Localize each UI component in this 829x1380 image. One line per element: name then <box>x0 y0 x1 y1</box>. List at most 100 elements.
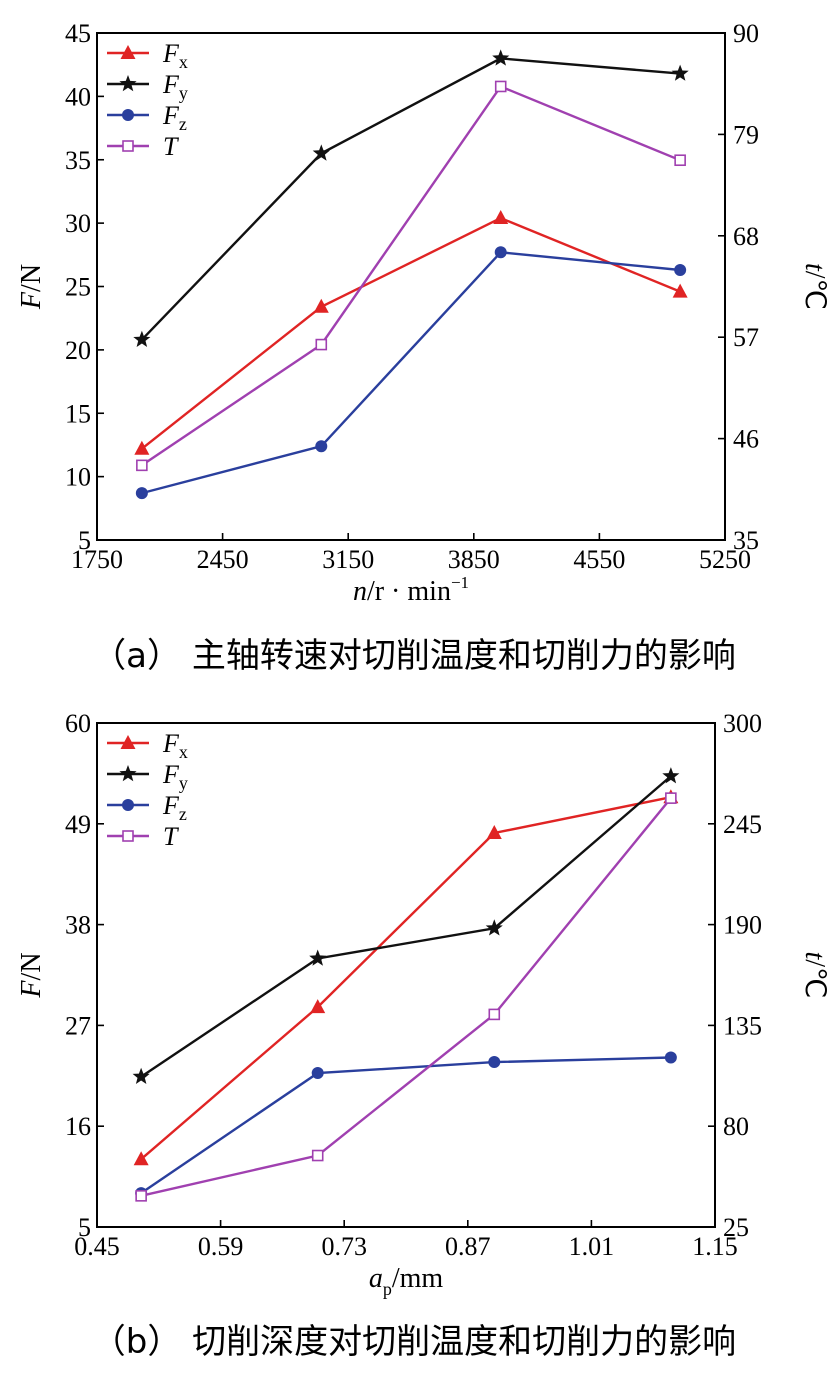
data-point <box>135 487 148 500</box>
legend-marker <box>119 75 137 92</box>
x-tick-label: 5250 <box>699 545 751 574</box>
data-point <box>136 459 148 472</box>
y-right-tick-label: 245 <box>723 810 762 839</box>
y-left-tick-label: 49 <box>65 810 91 839</box>
y-right-tick-label: 25 <box>723 1213 749 1242</box>
data-point <box>494 80 507 93</box>
plot-frame <box>96 722 716 1228</box>
series-fx <box>134 210 688 455</box>
chart-panel-a: 1750 2450 3150 3850 4550 5250 5 10 15 20 25 30 35 40 4… <box>16 19 829 676</box>
x-tick-label: 3150 <box>322 545 374 574</box>
data-point <box>315 338 328 351</box>
data-point <box>674 264 687 277</box>
x-tick-label: 0.73 <box>321 1232 367 1261</box>
data-point <box>315 440 328 453</box>
x-tick-label: 4550 <box>573 545 625 574</box>
y-left-tick-label: 35 <box>65 146 91 175</box>
y-left-axis-label: F/N <box>16 264 47 310</box>
y-left-tick-label: 25 <box>65 273 91 302</box>
data-point <box>311 1149 324 1162</box>
y-left-tick-label: 40 <box>65 82 91 111</box>
y-right-tick-label: 90 <box>733 19 759 48</box>
data-point <box>485 919 503 936</box>
legend-label: T <box>163 132 179 161</box>
series-t <box>135 792 677 1202</box>
y-right-tick-label: 68 <box>733 222 759 251</box>
plot-frame <box>96 32 726 541</box>
data-point <box>665 792 677 804</box>
y-left-tick-label: 15 <box>65 399 91 428</box>
series-fx <box>133 789 679 1166</box>
y-left-tick-label: 10 <box>65 463 91 492</box>
y-right-tick-label: 135 <box>723 1011 762 1040</box>
legend-marker <box>122 799 134 811</box>
legend-marker <box>122 830 134 842</box>
data-point <box>134 440 150 455</box>
y-right-tick-label: 57 <box>733 323 759 352</box>
legend-marker <box>122 109 134 121</box>
x-tick-label: 0.87 <box>445 1232 491 1261</box>
y-right-tick-label: 46 <box>733 425 759 454</box>
data-point <box>311 1067 324 1080</box>
data-point <box>132 1067 150 1084</box>
series-fy <box>132 767 680 1084</box>
y-left-tick-label: 27 <box>65 1011 91 1040</box>
x-tick-label: 1750 <box>71 545 123 574</box>
y-left-tick-label: 5 <box>78 1213 91 1242</box>
data-point <box>674 154 686 167</box>
series-line <box>141 251 681 495</box>
data-point <box>313 298 329 313</box>
data-point <box>488 1056 501 1069</box>
legend-label: Fz <box>162 101 187 134</box>
series-line <box>141 85 681 467</box>
legend-label: T <box>163 822 179 851</box>
y-left-tick-label: 30 <box>65 209 91 238</box>
legend-marker <box>119 765 137 782</box>
y-left-axis-label: F/N <box>16 952 47 998</box>
legend-label: Fy <box>162 70 188 103</box>
data-point <box>671 64 689 81</box>
legend-marker <box>120 735 136 749</box>
data-point <box>133 1151 149 1166</box>
y-right-tick-label: 300 <box>723 709 762 738</box>
series-line <box>141 57 681 341</box>
data-point <box>672 283 688 298</box>
y-left-tick-label: 16 <box>65 1112 91 1141</box>
x-tick-label: 0.45 <box>74 1232 120 1261</box>
data-point <box>312 144 330 161</box>
y-left-tick-label: 20 <box>65 336 91 365</box>
x-axis-label: n/r · min−1 <box>353 573 469 607</box>
legend-label: Fx <box>162 729 188 762</box>
data-point <box>310 999 326 1014</box>
series-fz <box>135 1051 677 1200</box>
y-left-tick-label: 5 <box>78 526 91 555</box>
series-fz <box>135 246 687 500</box>
series-line <box>141 216 681 450</box>
data-point <box>133 330 151 347</box>
data-point <box>493 210 509 225</box>
series-line <box>140 796 672 1161</box>
series-t <box>136 80 686 472</box>
y-right-axis-label: t/℃ <box>799 951 829 998</box>
data-point <box>494 246 507 259</box>
y-right-tick-label: 79 <box>733 120 759 149</box>
x-axis-label: ap/mm <box>369 1263 444 1299</box>
x-tick-label: 1.01 <box>569 1232 615 1261</box>
chart-panel-b: 0.45 0.59 0.73 0.87 1.01 1.15 5 16 27 38 49 60 25 80 1… <box>16 709 829 1362</box>
legend-marker <box>120 45 136 59</box>
data-point <box>486 824 502 839</box>
data-point <box>664 1051 677 1064</box>
series-line <box>140 797 672 1197</box>
data-point <box>309 949 327 966</box>
y-left-tick-label: 45 <box>65 19 91 48</box>
y-right-tick-label: 190 <box>723 911 762 940</box>
legend-marker <box>122 140 134 152</box>
series-line <box>140 1056 671 1195</box>
figure-caption: （a） 主轴转速对切削温度和切削力的影响 <box>92 636 736 676</box>
y-right-axis-label: t/℃ <box>799 263 829 310</box>
figure-caption: （b） 切削深度对切削温度和切削力的影响 <box>92 1322 736 1362</box>
data-point <box>662 767 680 784</box>
series-fy <box>133 49 689 347</box>
